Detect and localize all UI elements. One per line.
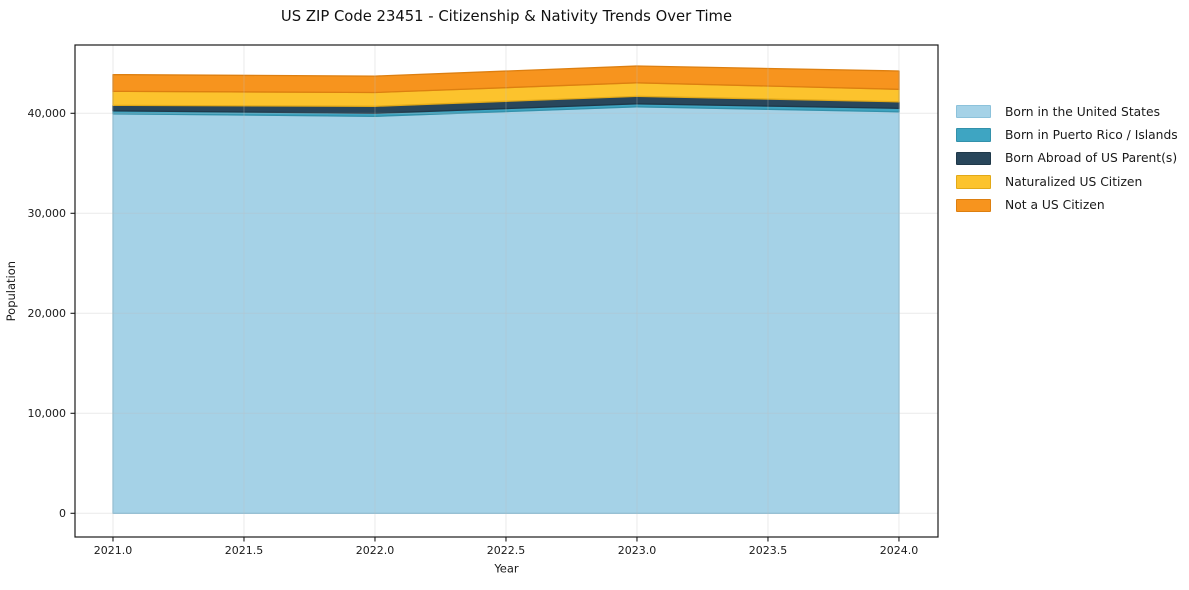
legend-label: Not a US Citizen (1005, 198, 1105, 213)
legend-label: Born in Puerto Rico / Islands (1005, 128, 1178, 143)
legend: Born in the United States Born in Puerto … (956, 100, 1178, 217)
legend-label: Born Abroad of US Parent(s) (1005, 151, 1178, 166)
legend-label: Naturalized US Citizen (1005, 174, 1143, 189)
legend-swatch (956, 198, 991, 212)
x-tick-label: 2024.0 (880, 544, 919, 557)
area-series-4 (112, 65, 900, 94)
x-tick-label: 2022.0 (356, 544, 395, 557)
x-tick-label: 2021.5 (225, 544, 264, 557)
legend-item: Born Abroad of US Parent(s) (956, 147, 1178, 170)
legend-item: Born in the United States (956, 100, 1178, 123)
x-tick-label: 2023.5 (749, 544, 788, 557)
y-tick-label: 10,000 (28, 407, 67, 420)
x-tick-label: 2021.0 (94, 544, 133, 557)
x-tick-label: 2022.5 (487, 544, 526, 557)
y-tick-label: 0 (59, 507, 66, 520)
y-axis-label: Population (4, 261, 18, 321)
y-tick-label: 20,000 (28, 307, 67, 320)
legend-label: Born in the United States (1005, 104, 1160, 119)
legend-swatch (956, 175, 991, 189)
legend-item: Naturalized US Citizen (956, 170, 1178, 193)
y-tick-label: 30,000 (28, 207, 67, 220)
x-axis-label: Year (493, 562, 519, 576)
legend-item: Not a US Citizen (956, 194, 1178, 217)
chart-title: US ZIP Code 23451 - Citizenship & Nativi… (280, 8, 733, 25)
x-tick-label: 2023.0 (618, 544, 657, 557)
legend-swatch (956, 128, 991, 142)
legend-swatch (956, 151, 991, 166)
legend-swatch (956, 104, 991, 119)
y-tick-label: 40,000 (28, 107, 67, 120)
legend-item: Born in Puerto Rico / Islands (956, 123, 1178, 146)
